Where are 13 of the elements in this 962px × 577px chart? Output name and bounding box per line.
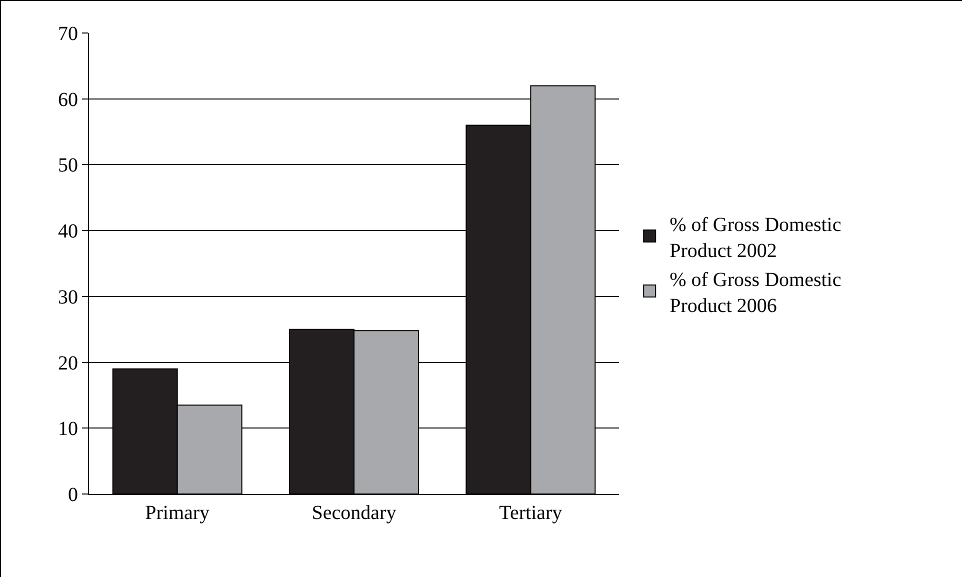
- legend-label: % of Gross Domestic Product 2006: [670, 268, 842, 317]
- y-tick-label: 20: [58, 352, 78, 374]
- y-tick-label: 30: [58, 286, 78, 308]
- y-tick-label: 40: [58, 220, 78, 243]
- y-tick-label: 10: [58, 418, 78, 440]
- y-tick-label: 50: [58, 154, 78, 177]
- x-tick-label: Primary: [145, 502, 210, 524]
- y-tick-label: 70: [58, 23, 78, 45]
- x-tick-label: Tertiary: [499, 502, 562, 524]
- y-tick-label: 0: [68, 484, 78, 506]
- legend-label: % of Gross Domestic Product 2002: [670, 214, 842, 262]
- y-tick-label: 60: [58, 88, 78, 111]
- x-tick-label: Secondary: [312, 502, 396, 524]
